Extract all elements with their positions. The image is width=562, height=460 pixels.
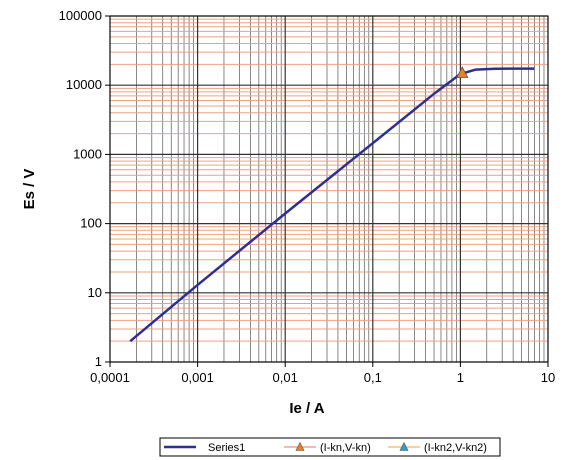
x-axis-ticks: 0,0001 0,001 0,01 0,1 1 10 — [90, 362, 555, 385]
x-axis-title: Ie / A — [289, 400, 324, 417]
x-tick-label: 1 — [457, 370, 464, 385]
x-tick-label: 0,01 — [273, 370, 298, 385]
legend-label-2: (I-kn2,V-kn2) — [424, 442, 487, 454]
plot-area — [109, 15, 549, 363]
major-gridlines — [109, 15, 549, 363]
y-tick-label: 100000 — [59, 8, 102, 23]
y-tick-label: 1 — [95, 354, 102, 369]
y-tick-label: 1000 — [73, 146, 102, 161]
series-marker-1 — [456, 66, 469, 78]
minor-gridlines — [110, 16, 548, 362]
y-axis-title: Es / V — [21, 169, 38, 210]
x-tick-label: 0,1 — [364, 370, 382, 385]
y-axis-ticks: 1 10 100 1000 10000 100000 — [59, 8, 110, 369]
x-tick-label: 0,0001 — [90, 370, 130, 385]
legend: Series1 (I-kn,V-kn) (I-kn2,V-kn2) — [159, 437, 501, 457]
x-tick-label: 0,001 — [181, 370, 214, 385]
legend-label-1: (I-kn,V-kn) — [320, 442, 371, 454]
x-tick-label: 10 — [541, 370, 555, 385]
series-line-0 — [129, 67, 535, 343]
legend-marker-2 — [399, 441, 409, 451]
y-tick-label: 100 — [80, 216, 102, 231]
legend-marker-1 — [295, 441, 305, 451]
y-tick-label: 10 — [88, 285, 102, 300]
series-layer — [129, 66, 535, 343]
legend-label-0: Series1 — [208, 442, 245, 454]
y-tick-label: 10000 — [66, 77, 102, 92]
legend-box — [159, 437, 501, 457]
